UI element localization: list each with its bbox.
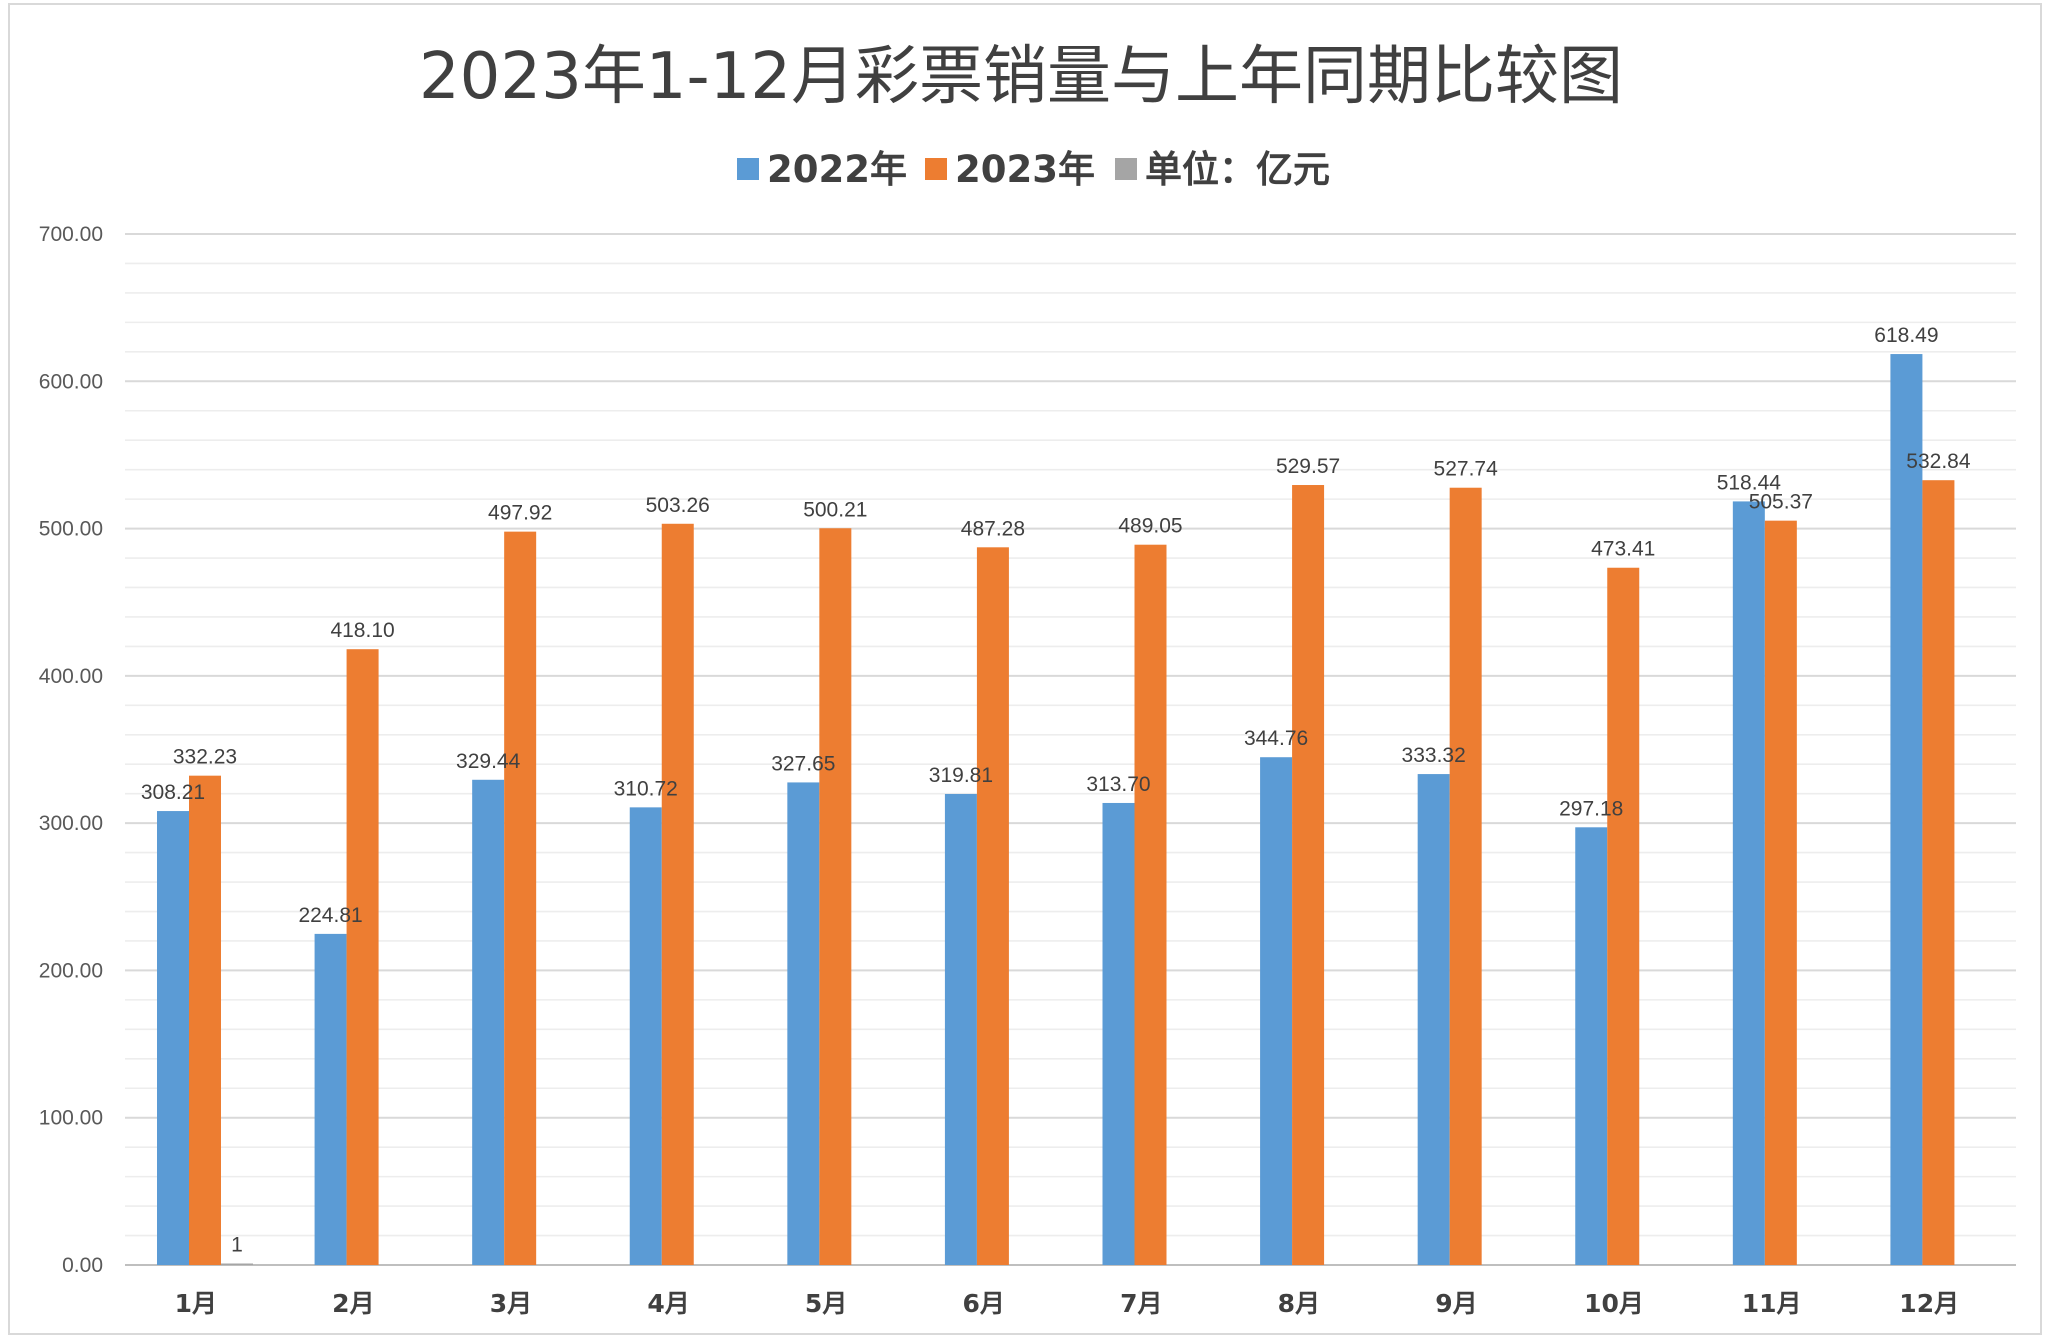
bar-2023 xyxy=(1922,480,1955,1266)
x-category-label: 12月 xyxy=(1899,1289,1959,1318)
data-label: 529.57 xyxy=(1276,455,1340,478)
y-tick-label: 500.00 xyxy=(39,518,103,541)
x-category-label: 9月 xyxy=(1435,1289,1477,1318)
data-label: 532.84 xyxy=(1906,450,1971,473)
data-label: 500.21 xyxy=(803,498,867,521)
bar-2022 xyxy=(472,779,505,1265)
bar-2022 xyxy=(1260,757,1293,1265)
legend-swatch xyxy=(1115,158,1137,180)
x-category-label: 4月 xyxy=(647,1289,689,1318)
legend-swatch xyxy=(925,158,947,180)
bar-2022 xyxy=(787,782,820,1265)
data-label: 344.76 xyxy=(1244,727,1308,750)
data-label: 473.41 xyxy=(1591,538,1655,561)
data-label: 1 xyxy=(231,1234,243,1257)
data-label: 487.28 xyxy=(961,517,1025,540)
data-label: 332.23 xyxy=(173,746,237,769)
x-category-label: 3月 xyxy=(490,1289,532,1318)
bar-2023 xyxy=(1134,544,1167,1265)
x-category-label: 2月 xyxy=(332,1289,374,1318)
y-tick-label: 300.00 xyxy=(39,812,103,835)
bars xyxy=(157,354,1955,1266)
x-axis: 1月 2月 3月 4月 5月 6月 7月 8月 9月 10月 11月 12月 xyxy=(175,1289,1960,1318)
data-label: 527.74 xyxy=(1434,458,1499,481)
y-tick-label: 0.00 xyxy=(62,1254,103,1277)
legend-label: 2022年 xyxy=(767,148,907,191)
x-category-label: 7月 xyxy=(1120,1289,1162,1318)
x-category-label: 5月 xyxy=(805,1289,847,1318)
bar-2022 xyxy=(1575,827,1608,1265)
data-label: 489.05 xyxy=(1118,515,1182,538)
bar-2022 xyxy=(1417,774,1450,1265)
data-labels: 308.21 332.23 1 224.81 418.10 329.44 497.92 310… xyxy=(141,324,1971,1256)
x-category-label: 6月 xyxy=(963,1289,1005,1318)
bar-2023 xyxy=(1764,520,1797,1265)
bar-2023 xyxy=(189,775,221,1265)
data-label: 497.92 xyxy=(488,502,552,525)
bar-2023 xyxy=(1292,485,1325,1265)
data-label: 618.49 xyxy=(1874,324,1938,347)
x-category-label: 11月 xyxy=(1742,1289,1802,1318)
data-label: 518.44 xyxy=(1717,471,1782,494)
data-label: 329.44 xyxy=(456,750,521,773)
legend-label: 2023年 xyxy=(955,148,1095,191)
data-label: 418.10 xyxy=(330,619,394,642)
bar-unit xyxy=(221,1263,253,1265)
y-tick-label: 400.00 xyxy=(39,665,103,688)
x-category-label: 8月 xyxy=(1278,1289,1320,1318)
chart-title: 2023年1-12月彩票销量与上年同期比较图 xyxy=(419,40,1623,114)
bar-2023 xyxy=(1607,567,1640,1265)
y-tick-label: 100.00 xyxy=(39,1107,103,1130)
data-label: 505.37 xyxy=(1749,491,1813,514)
bar-2023 xyxy=(1449,487,1482,1266)
legend: 2022年 2023年 单位：亿元 xyxy=(737,148,1330,191)
bar-2023 xyxy=(976,547,1009,1265)
bar-2023 xyxy=(819,528,852,1265)
gridlines xyxy=(125,233,2016,1266)
bar-2022 xyxy=(314,933,347,1265)
y-tick-label: 200.00 xyxy=(39,959,103,982)
bar-2023 xyxy=(346,649,379,1265)
x-category-label: 1月 xyxy=(175,1289,217,1318)
bar-2022 xyxy=(944,793,977,1265)
data-label: 503.26 xyxy=(646,494,710,517)
bar-2022 xyxy=(1890,354,1923,1265)
legend-swatch xyxy=(737,158,759,180)
data-label: 310.72 xyxy=(614,777,678,800)
y-tick-label: 600.00 xyxy=(39,370,103,393)
bar-2022 xyxy=(629,807,662,1265)
bar-2022 xyxy=(157,811,189,1265)
data-label: 224.81 xyxy=(298,904,362,927)
data-label: 308.21 xyxy=(141,781,205,804)
bar-2023 xyxy=(661,523,694,1265)
data-label: 327.65 xyxy=(771,752,835,775)
data-label: 313.70 xyxy=(1086,773,1150,796)
x-category-label: 10月 xyxy=(1584,1289,1644,1318)
legend-label: 单位：亿元 xyxy=(1145,148,1330,191)
bar-2022 xyxy=(1732,501,1765,1265)
y-tick-label: 700.00 xyxy=(39,223,103,246)
data-label: 297.18 xyxy=(1559,797,1623,820)
bar-2022 xyxy=(1102,802,1135,1265)
bar-2023 xyxy=(504,531,537,1265)
data-label: 319.81 xyxy=(929,764,993,787)
data-label: 333.32 xyxy=(1402,744,1466,767)
y-axis: 0.00 100.00 200.00 300.00 400.00 500.00 600.00… xyxy=(39,223,103,1277)
